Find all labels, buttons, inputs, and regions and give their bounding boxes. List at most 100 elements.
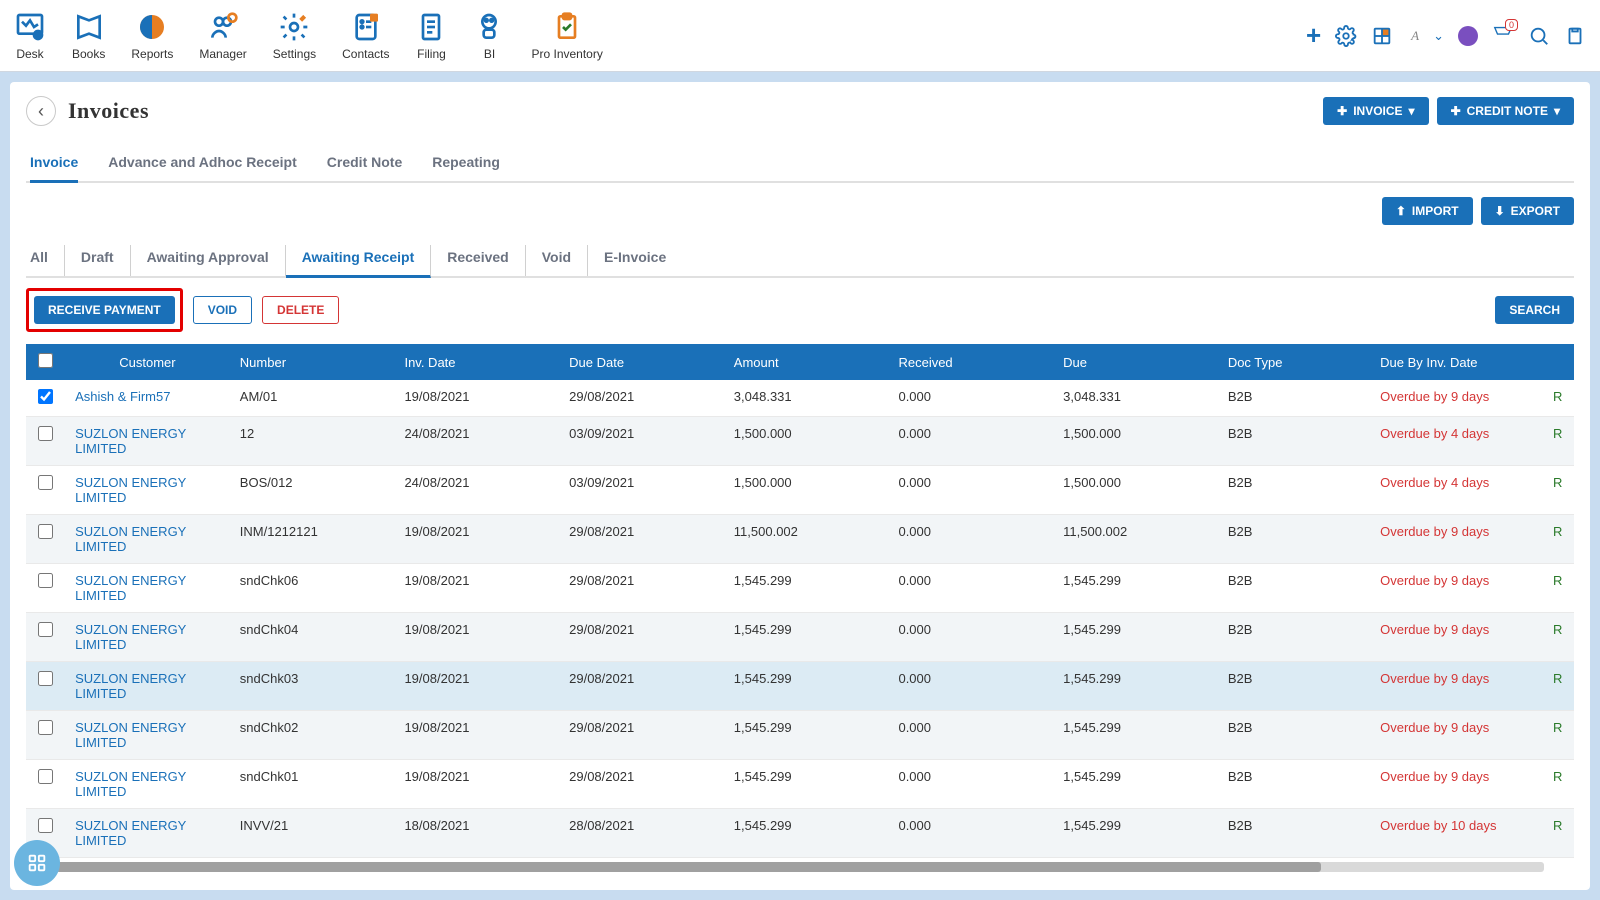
customer-link[interactable]: SUZLON ENERGY LIMITED [75,818,186,848]
cell-invdate: 19/08/2021 [394,760,559,809]
status-tab-all[interactable]: All [26,245,65,276]
col-customer[interactable]: Customer [65,344,230,380]
nav-settings[interactable]: Settings [273,11,316,61]
xero-icon[interactable] [1458,26,1478,46]
status-tab-received[interactable]: Received [431,245,525,276]
cell-doctype: B2B [1218,760,1370,809]
col-due-by-inv-date[interactable]: Due By Inv. Date [1370,344,1543,380]
status-tab-awaiting-receipt[interactable]: Awaiting Receipt [286,245,432,278]
row-checkbox[interactable] [38,769,53,784]
gear-icon[interactable] [1335,25,1357,47]
row-checkbox[interactable] [38,622,53,637]
cell-amount: 3,048.331 [724,380,889,417]
col-due-date[interactable]: Due Date [559,344,724,380]
row-checkbox[interactable] [38,671,53,686]
customer-link[interactable]: Ashish & Firm57 [75,389,170,404]
nav-manager[interactable]: Manager [199,11,246,61]
nav-pro-inventory[interactable]: Pro Inventory [531,11,602,61]
customer-link[interactable]: SUZLON ENERGY LIMITED [75,671,186,701]
col-number[interactable]: Number [230,344,395,380]
calculator-icon[interactable] [1371,25,1393,47]
row-checkbox[interactable] [38,573,53,588]
tab-invoice[interactable]: Invoice [30,146,78,183]
nav-desk[interactable]: Desk [14,11,46,61]
status-tab-draft[interactable]: Draft [65,245,131,276]
customer-link[interactable]: SUZLON ENERGY LIMITED [75,769,186,799]
cell-number: AM/01 [230,380,395,417]
row-checkbox[interactable] [38,389,53,404]
new-invoice-button[interactable]: ✚INVOICE▾ [1323,97,1428,125]
import-button[interactable]: ⬆IMPORT [1382,197,1473,225]
row-checkbox[interactable] [38,475,53,490]
cell-received: 0.000 [888,380,1053,417]
clipboard-icon[interactable] [1564,25,1586,47]
cell-number: INVV/21 [230,809,395,858]
customer-link[interactable]: SUZLON ENERGY LIMITED [75,426,186,456]
row-checkbox[interactable] [38,720,53,735]
table-row[interactable]: SUZLON ENERGY LIMITEDsndChk0619/08/20212… [26,564,1574,613]
export-button[interactable]: ⬇EXPORT [1481,197,1574,225]
row-checkbox[interactable] [38,426,53,441]
col-inv-date[interactable]: Inv. Date [394,344,559,380]
tab-repeating[interactable]: Repeating [432,146,500,181]
cell-due: 1,545.299 [1053,711,1218,760]
select-all-checkbox[interactable] [38,353,53,368]
table-row[interactable]: SUZLON ENERGY LIMITED1224/08/202103/09/2… [26,417,1574,466]
nav-bi[interactable]: BI [473,11,505,61]
row-checkbox[interactable] [38,818,53,833]
col-amount[interactable]: Amount [724,344,889,380]
table-row[interactable]: SUZLON ENERGY LIMITEDINVV/2118/08/202128… [26,809,1574,858]
void-button[interactable]: VOID [193,296,252,324]
status-tab-void[interactable]: Void [526,245,588,276]
receive-payment-button[interactable]: RECEIVE PAYMENT [34,296,175,324]
table-row[interactable]: SUZLON ENERGY LIMITEDINM/121212119/08/20… [26,515,1574,564]
col-received[interactable]: Received [888,344,1053,380]
back-button[interactable]: ‹ [26,96,56,126]
nav-filing[interactable]: Filing [415,11,447,61]
col-doc-type[interactable]: Doc Type [1218,344,1370,380]
search-button[interactable]: SEARCH [1495,296,1574,324]
customer-link[interactable]: SUZLON ENERGY LIMITED [75,720,186,750]
cell-invdate: 24/08/2021 [394,466,559,515]
nav-contacts[interactable]: Contacts [342,11,389,61]
customer-link[interactable]: SUZLON ENERGY LIMITED [75,622,186,652]
delete-button[interactable]: DELETE [262,296,339,324]
cell-due: 1,500.000 [1053,466,1218,515]
horizontal-scrollbar[interactable] [56,862,1544,872]
cell-received: 0.000 [888,809,1053,858]
table-row[interactable]: SUZLON ENERGY LIMITEDsndChk0419/08/20212… [26,613,1574,662]
table-row[interactable]: SUZLON ENERGY LIMITEDsndChk0319/08/20212… [26,662,1574,711]
tab-advance-and-adhoc-receipt[interactable]: Advance and Adhoc Receipt [108,146,297,181]
table-row[interactable]: SUZLON ENERGY LIMITEDBOS/01224/08/202103… [26,466,1574,515]
cell-invdate: 18/08/2021 [394,809,559,858]
cell-received: 0.000 [888,515,1053,564]
status-tab-e-invoice[interactable]: E-Invoice [588,245,682,276]
new-credit-note-button[interactable]: ✚CREDIT NOTE▾ [1437,97,1574,125]
col-end[interactable] [1543,344,1574,380]
topbar-right: + A ⌄ 0 [1306,20,1586,51]
customer-link[interactable]: SUZLON ENERGY LIMITED [75,573,186,603]
tab-credit-note[interactable]: Credit Note [327,146,402,181]
cell-amount: 1,545.299 [724,564,889,613]
nav-reports[interactable]: Reports [131,11,173,61]
cell-received: 0.000 [888,662,1053,711]
page-title: Invoices [68,98,149,124]
nav-books[interactable]: Books [72,11,105,61]
cell-received: 0.000 [888,466,1053,515]
add-icon[interactable]: + [1306,20,1321,51]
font-size-icon[interactable]: A [1411,28,1419,44]
table-row[interactable]: SUZLON ENERGY LIMITEDsndChk0219/08/20212… [26,711,1574,760]
row-checkbox[interactable] [38,524,53,539]
table-row[interactable]: Ashish & Firm57AM/0119/08/202129/08/2021… [26,380,1574,417]
cell-due: 1,545.299 [1053,564,1218,613]
status-tab-awaiting-approval[interactable]: Awaiting Approval [131,245,286,276]
apps-fab[interactable] [14,840,60,886]
search-icon[interactable] [1528,25,1550,47]
cell-dueby: Overdue by 9 days [1370,380,1543,417]
col-due[interactable]: Due [1053,344,1218,380]
customer-link[interactable]: SUZLON ENERGY LIMITED [75,524,186,554]
notification-icon[interactable]: 0 [1492,23,1514,48]
chevron-down-icon[interactable]: ⌄ [1433,28,1444,44]
customer-link[interactable]: SUZLON ENERGY LIMITED [75,475,186,505]
table-row[interactable]: SUZLON ENERGY LIMITEDsndChk0119/08/20212… [26,760,1574,809]
